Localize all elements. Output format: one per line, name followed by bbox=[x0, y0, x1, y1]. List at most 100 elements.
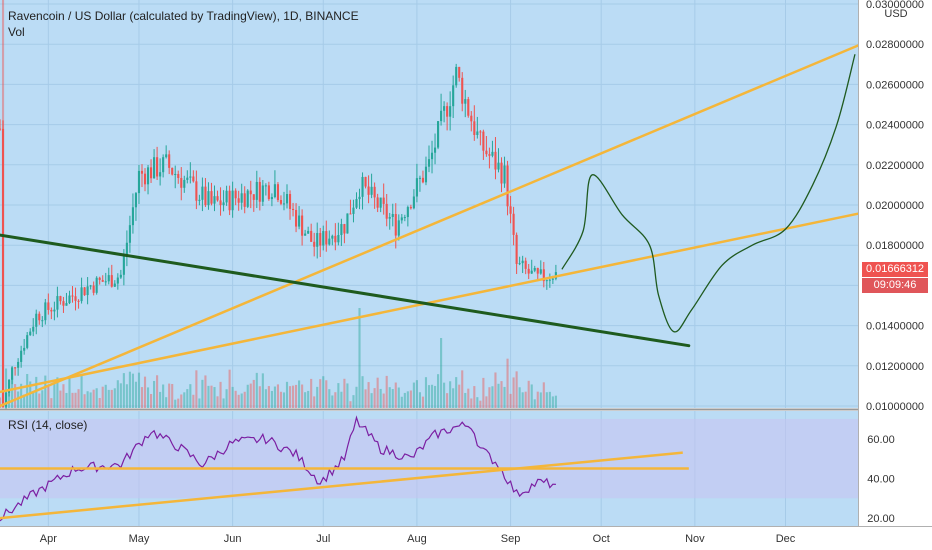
volume-bar bbox=[307, 390, 310, 408]
volume-bar bbox=[331, 395, 334, 408]
volume-bar bbox=[101, 386, 104, 408]
volume-bar bbox=[186, 389, 189, 408]
trendlines[interactable] bbox=[0, 42, 863, 408]
volume-bar bbox=[222, 398, 225, 408]
volume-bar bbox=[174, 399, 177, 408]
candle-body bbox=[400, 217, 403, 221]
volume-bar bbox=[518, 387, 521, 408]
rsi-band bbox=[0, 418, 858, 499]
candle-body bbox=[503, 165, 506, 184]
volume-bar bbox=[128, 371, 131, 408]
volume-bar bbox=[146, 387, 150, 408]
candle-body bbox=[476, 131, 479, 135]
volume-bar bbox=[261, 373, 264, 408]
candle-body bbox=[494, 151, 497, 170]
candle-body bbox=[92, 285, 95, 293]
volume-bar bbox=[225, 389, 228, 408]
rsi-line bbox=[0, 415, 556, 522]
volume-bar bbox=[219, 381, 222, 408]
volume-bar bbox=[304, 392, 307, 408]
candle-body bbox=[545, 280, 548, 282]
candle-body bbox=[77, 300, 80, 302]
volume-bar bbox=[156, 375, 159, 408]
volume-bar bbox=[270, 390, 273, 408]
candles[interactable] bbox=[0, 63, 557, 409]
candle-body bbox=[334, 235, 337, 243]
candle-body bbox=[403, 217, 406, 219]
candle-body bbox=[234, 190, 237, 199]
candle-body bbox=[125, 242, 128, 256]
volume-bar bbox=[509, 393, 512, 408]
candle-body bbox=[80, 287, 83, 302]
candle-body bbox=[261, 185, 264, 202]
candle-body bbox=[153, 157, 156, 179]
candle-body bbox=[464, 99, 467, 104]
time-tick-label: May bbox=[129, 533, 150, 545]
volume-bar bbox=[216, 396, 219, 408]
candle-body bbox=[449, 106, 452, 117]
volume-bar bbox=[264, 389, 267, 408]
volume-bar bbox=[488, 387, 491, 408]
volume-bar bbox=[213, 387, 216, 408]
volume-bar bbox=[59, 390, 62, 408]
volume-bar bbox=[464, 392, 467, 408]
volume-bar bbox=[107, 389, 110, 408]
volume-bar bbox=[291, 385, 295, 408]
volume-bar bbox=[370, 393, 373, 408]
candle-body bbox=[328, 238, 331, 245]
volume-bar bbox=[4, 368, 8, 408]
candle-body bbox=[421, 177, 425, 183]
candle-body bbox=[240, 193, 243, 203]
volume-bar bbox=[53, 382, 56, 408]
time-tick-label: Oct bbox=[593, 533, 610, 545]
volume-bar bbox=[388, 387, 391, 408]
volume-bar bbox=[551, 396, 554, 408]
volume-bar bbox=[443, 382, 446, 408]
candle-body bbox=[337, 235, 340, 243]
green-trendline[interactable] bbox=[0, 233, 691, 348]
volume-bar bbox=[503, 386, 506, 408]
volume-bar bbox=[189, 384, 192, 408]
volume-bar bbox=[524, 391, 527, 408]
projection-path[interactable] bbox=[561, 54, 856, 333]
candle-body bbox=[358, 196, 361, 200]
volume-bar bbox=[545, 392, 548, 408]
orange-trendline-upper[interactable] bbox=[0, 42, 863, 408]
volume-bar bbox=[418, 392, 421, 408]
volume-bar bbox=[343, 378, 346, 408]
price-tick-label: 0.02600000 bbox=[866, 79, 924, 91]
candle-body bbox=[177, 173, 180, 178]
orange-trendline-lower[interactable] bbox=[0, 211, 863, 394]
candle-body bbox=[159, 172, 162, 177]
volume-bar bbox=[515, 371, 518, 408]
volume-bar bbox=[400, 396, 403, 408]
candle-body bbox=[370, 186, 373, 195]
candle-body bbox=[189, 176, 192, 178]
time-axis[interactable] bbox=[0, 527, 932, 550]
candle-body bbox=[458, 66, 461, 78]
volume-bar bbox=[234, 390, 237, 408]
candle-body bbox=[316, 233, 319, 247]
volume-bar bbox=[110, 389, 113, 408]
candle-body bbox=[8, 379, 11, 393]
rsi-trendlines[interactable] bbox=[0, 451, 689, 520]
candle-body bbox=[515, 234, 518, 264]
volume-bar bbox=[279, 391, 283, 408]
volume-bar bbox=[361, 376, 364, 408]
candle-body bbox=[310, 230, 313, 242]
candle-body bbox=[509, 206, 512, 214]
volume-bar bbox=[536, 391, 539, 408]
time-tick-label: Jul bbox=[316, 533, 330, 545]
candle-body bbox=[255, 181, 258, 200]
candle-body bbox=[122, 255, 125, 275]
candle-body bbox=[418, 177, 421, 179]
volume-bar bbox=[527, 380, 530, 408]
volume-bar bbox=[358, 308, 361, 408]
volume-bar bbox=[521, 392, 524, 408]
volume-bar bbox=[204, 375, 207, 408]
time-tick-label: Dec bbox=[776, 533, 796, 545]
volume-bar bbox=[403, 392, 406, 408]
candle-body bbox=[101, 279, 104, 282]
rsi-rising-line[interactable] bbox=[0, 451, 683, 520]
